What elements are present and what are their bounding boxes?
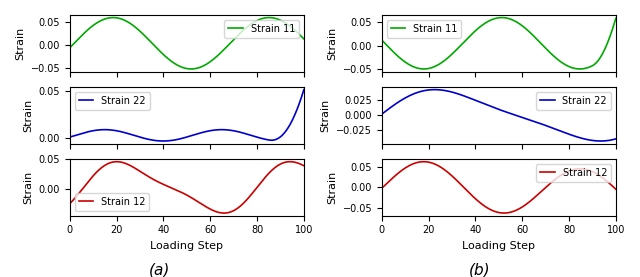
Text: (a): (a) bbox=[149, 262, 171, 277]
Legend: Strain 12: Strain 12 bbox=[75, 193, 149, 211]
Y-axis label: Strain: Strain bbox=[15, 27, 25, 60]
Y-axis label: Strain: Strain bbox=[23, 171, 33, 204]
X-axis label: Loading Step: Loading Step bbox=[462, 241, 535, 251]
X-axis label: Loading Step: Loading Step bbox=[150, 241, 223, 251]
Legend: Strain 11: Strain 11 bbox=[387, 20, 461, 38]
Text: (b): (b) bbox=[469, 262, 491, 277]
Legend: Strain 22: Strain 22 bbox=[75, 92, 150, 110]
Y-axis label: Strain: Strain bbox=[321, 99, 331, 132]
Legend: Strain 22: Strain 22 bbox=[536, 92, 611, 110]
Y-axis label: Strain: Strain bbox=[327, 171, 337, 204]
Y-axis label: Strain: Strain bbox=[327, 27, 337, 60]
Legend: Strain 12: Strain 12 bbox=[536, 164, 611, 182]
Legend: Strain 11: Strain 11 bbox=[225, 20, 299, 38]
Y-axis label: Strain: Strain bbox=[23, 99, 33, 132]
